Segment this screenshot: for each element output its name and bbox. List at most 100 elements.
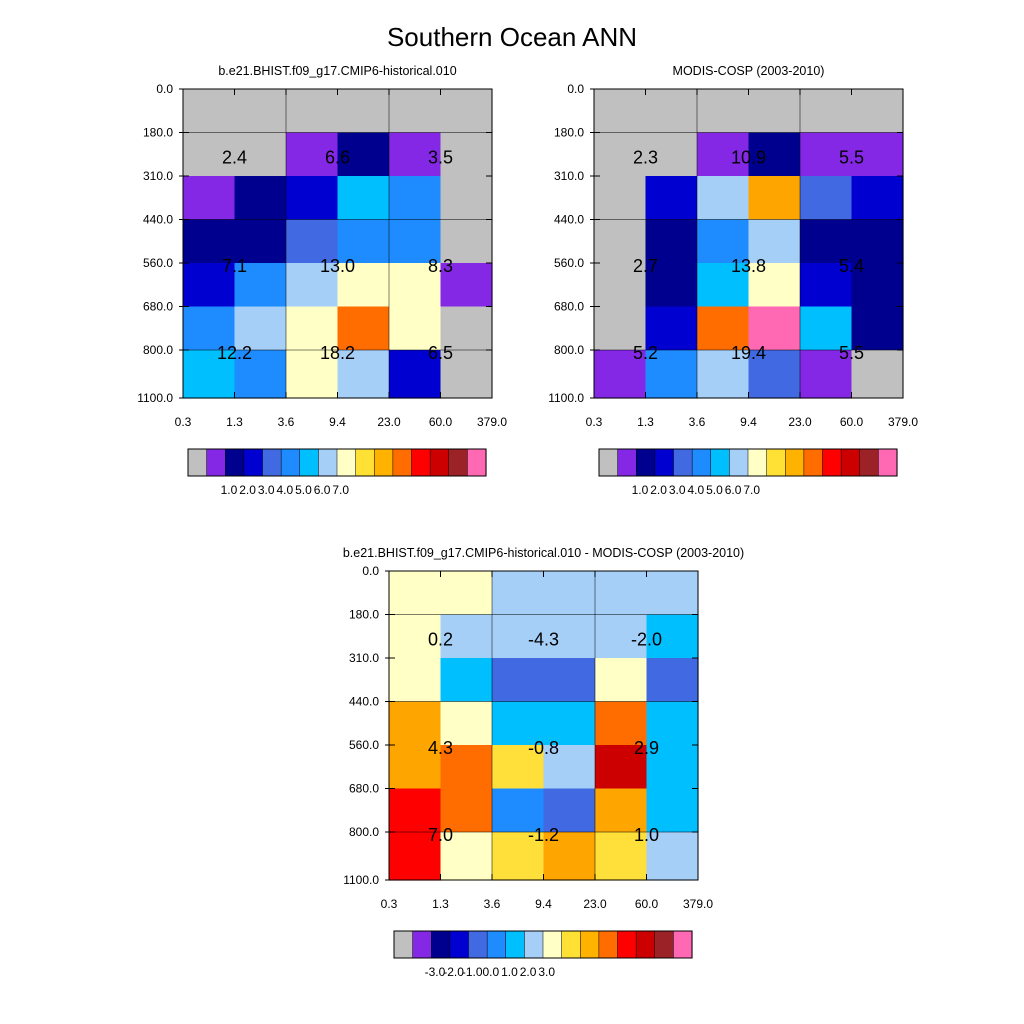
heatmap-cell [543,701,596,746]
colorbar-swatch [561,930,581,959]
heatmap-cell [748,306,801,351]
heatmap-cell [748,132,801,177]
y-tick-label: 310.0 [143,169,173,183]
colorbar-swatch [636,448,656,477]
y-tick-label: 800.0 [143,343,173,357]
colorbar-swatch [785,448,805,477]
heatmap-cell [748,263,801,308]
y-tick-label: 0.0 [156,82,173,96]
cell-annotation: 13.0 [320,256,355,276]
heatmap-cell [646,745,699,790]
panel-title: MODIS-COSP (2003-2010) [673,64,825,78]
y-tick-label: 680.0 [554,300,584,314]
heatmap-cell [645,263,698,308]
heatmap-cell [645,350,698,399]
colorbar-swatch [524,930,544,959]
cell-annotation: 18.2 [320,343,355,363]
heatmap-cell [337,176,390,221]
heatmap-cell [183,350,236,399]
heatmap-cell [697,219,750,264]
heatmap-cell [389,571,442,616]
heatmap-cell [594,219,647,264]
heatmap-cell [543,614,596,659]
heatmap-panel-1: 0.3 1.3 3.6 9.4 23.0 60.0 379.0 0.0 180.0 310.0 44… [137,64,507,497]
heatmap-cell [440,745,493,790]
colorbar-swatch [840,448,861,477]
colorbar-label: 4.0 [688,483,705,497]
colorbar-label: -3.0 [425,965,446,979]
colorbar-swatch [822,448,842,477]
heatmap-cell [645,306,698,351]
colorbar-label: 2.0 [520,965,537,979]
y-tick-label: 310.0 [554,169,584,183]
cell-annotation: -0.8 [528,738,559,758]
heatmap-cell [389,701,442,746]
y-tick-label: 440.0 [349,694,379,708]
heatmap-cell [851,219,904,264]
heatmap-cell [183,306,236,351]
cell-annotation: 6.6 [325,147,350,167]
x-tick-label: 0.3 [175,415,192,429]
heatmap-cell [646,788,699,833]
heatmap-cell [646,658,699,703]
colorbar-swatch [299,448,319,477]
colorbar-label: 6.0 [314,483,331,497]
heatmap-cell [183,176,236,221]
heatmap-cell [440,306,493,351]
heatmap-cell [286,176,339,221]
colorbar-frame [187,448,487,477]
x-tick-label: 60.0 [635,897,659,911]
x-tick-label: 9.4 [740,415,757,429]
heatmap-cell [234,219,287,264]
colorbar-swatch [803,448,824,477]
heatmap-cell [286,350,339,399]
colorbar-swatch [449,930,470,959]
heatmap-cell [594,306,647,351]
heatmap-cell [646,832,699,881]
cell-annotation: 5.5 [839,147,864,167]
colorbar-label: -2.0 [443,965,464,979]
heatmap-cell [389,306,442,351]
cell-annotation: 7.1 [222,256,247,276]
heatmap-cell [800,263,853,308]
y-tick-label: 560.0 [554,256,584,270]
colorbar-swatch [729,448,749,477]
colorbar-swatch [635,930,656,959]
heatmap-cell [286,306,339,351]
heatmap-cell [337,263,390,308]
heatmap-cell [389,132,442,177]
heatmap-cell [594,176,647,221]
cell-annotation: 1.0 [634,825,659,845]
colorbar-swatch [598,930,619,959]
heatmap-cell [492,788,545,833]
heatmap-cell [800,219,853,264]
y-tick-label: 180.0 [349,608,379,622]
cell-annotation: 2.3 [633,147,658,167]
colorbar-swatch [243,448,264,477]
heatmap-cell [851,263,904,308]
panel-title: b.e21.BHIST.f09_g17.CMIP6-historical.010… [343,546,744,560]
colorbar-swatch [859,448,879,477]
heatmap-cell [440,832,493,881]
cell-annotation: 7.0 [428,825,453,845]
x-tick-label: 1.3 [637,415,654,429]
heatmap-cell [440,89,493,134]
colorbar-swatch [429,448,450,477]
x-tick-label: 1.3 [226,415,243,429]
heatmap-cell [440,658,493,703]
heatmap-cell [389,658,442,703]
heatmap-cell [234,89,287,134]
heatmap-cell [440,219,493,264]
heatmap-cell [748,219,801,264]
cell-annotation: 12.2 [217,343,252,363]
y-tick-label: 180.0 [554,126,584,140]
colorbar-label: -1.0 [462,965,483,979]
heatmap-cell [389,176,442,221]
colorbar-label: 3.0 [669,483,686,497]
heatmap-cell [440,350,493,399]
x-tick-label: 0.3 [381,897,398,911]
heatmap-cell [800,132,853,177]
heatmap-cell [851,89,904,134]
heatmap-cell [389,89,442,134]
heatmap-cell [645,132,698,177]
